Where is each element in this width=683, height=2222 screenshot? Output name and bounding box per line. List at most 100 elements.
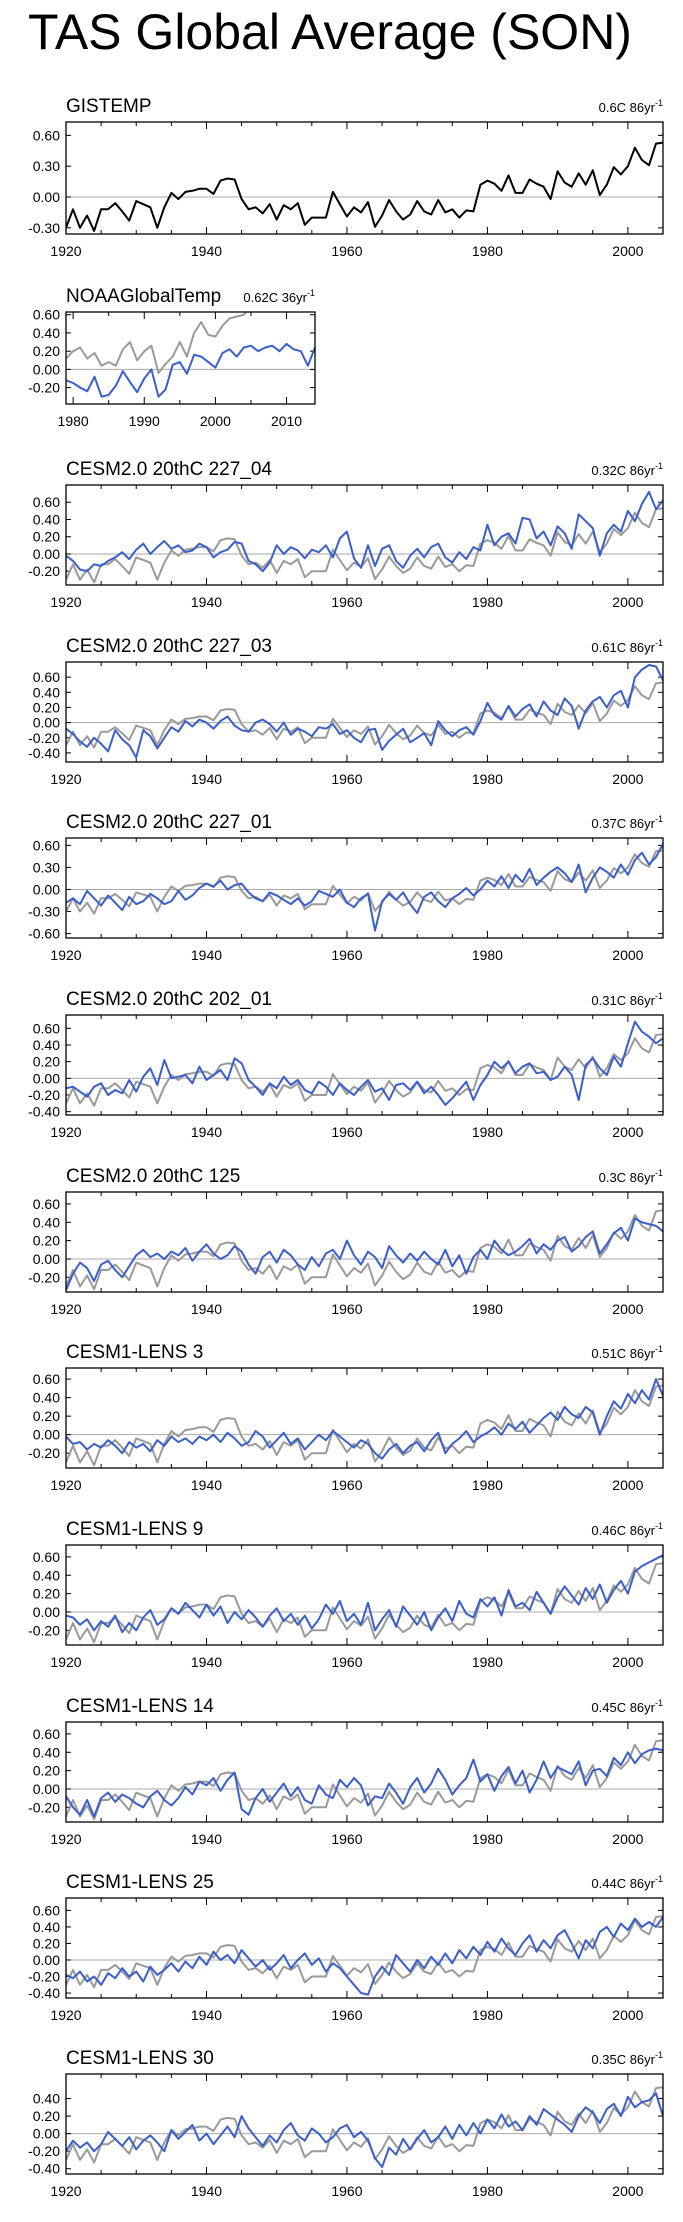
series-line-gistemp [66,848,663,915]
x-tick-label: 1940 [191,243,222,259]
x-tick-label: 1980 [58,413,89,429]
y-tick-label: 0.00 [33,2126,60,2142]
y-tick-label: 0.60 [33,127,60,143]
plot-frame [65,121,664,235]
series-line-gistemp [66,1914,663,1989]
x-tick-label: 1960 [331,1477,362,1493]
plot-frame [65,1721,664,1823]
series-line-gistemp [66,312,248,374]
panel-cesm2-0-20thc-227-03: CESM2.0 20thC 227_03 0.61C 86yr-1 0.600.40… [28,636,664,787]
x-tick-label: 1940 [191,1831,222,1847]
x-tick-label: 2000 [200,413,231,429]
plot-frame [65,484,664,586]
y-tick-label: -0.20 [28,1087,60,1103]
y-tick-label: 0.60 [33,494,60,510]
panel-title: CESM1-LENS 25 [66,1872,214,1893]
trend-label: 0.37C 86yr-1 [591,814,663,831]
panel-title: CESM1-LENS 30 [66,2048,214,2069]
x-tick-label: 1980 [472,947,503,963]
panel-noaaglobaltemp: NOAAGlobalTemp 0.62C 36yr-1 0.60 0.40 0.20 0.… [28,286,316,429]
x-tick-label: 1960 [331,947,362,963]
x-tick-label: 1960 [331,2007,362,2023]
y-tick-label: -0.20 [28,1799,60,1815]
y-tick-label: -0.20 [28,2143,60,2159]
x-tick-label: 2000 [612,594,643,610]
x-tick-label: 2000 [612,771,643,787]
x-tick-label: 2000 [612,1477,643,1493]
x-tick-label: 1920 [50,1124,81,1140]
x-tick-label: 1940 [191,1124,222,1140]
x-tick-label: 1920 [50,243,81,259]
y-tick-label: 0.00 [33,715,60,731]
series-line-gistemp [66,1383,663,1467]
panel-title: CESM2.0 20thC 227_01 [66,812,272,833]
y-tick-label: 0.20 [33,699,60,715]
x-tick-label: 2000 [612,1124,643,1140]
panel-cesm1-lens-30: CESM1-LENS 30 0.35C 86yr-10.400.200.00-0.… [28,2048,664,2199]
x-tick-label: 2010 [271,413,302,429]
plot-frame [65,1544,664,1646]
x-tick-label: 1980 [472,771,503,787]
y-tick-label: 0.00 [33,1604,60,1620]
x-tick-label: 1980 [472,1301,503,1317]
x-tick-label: 1980 [472,1477,503,1493]
trend-label: 0.61C 86yr-1 [591,638,663,655]
series-line-lens-25 [66,1916,663,1996]
series-line-gistemp [66,1561,663,1644]
x-tick-label: 1960 [331,1654,362,1670]
panel-cesm2-0-20thc-227-04: CESM2.0 20thC 227_04 0.32C 86yr-1 0.600.40… [28,459,664,610]
y-tick-label: 0.00 [33,546,60,562]
x-tick-label: 2000 [612,1301,643,1317]
y-tick-label: -0.30 [28,904,60,920]
series-line-noaaglobaltemp [66,342,315,398]
x-tick-label: 1960 [331,594,362,610]
y-tick-label: 0.40 [33,2091,60,2107]
trend-label: 0.46C 86yr-1 [591,1521,663,1538]
y-tick-label: 0.60 [33,1371,60,1387]
y-tick-label: 0.60 [33,669,60,685]
x-tick-label: 1960 [331,1301,362,1317]
y-tick-label: 0.40 [33,1744,60,1760]
x-tick-label: 1920 [50,1654,81,1670]
panel-title: CESM2.0 20thC 227_04 [66,459,272,480]
series-line-gistemp [66,1738,663,1821]
y-tick-label: 0.40 [33,1567,60,1583]
y-tick-label: 0.40 [33,684,60,700]
x-tick-label: 1940 [191,947,222,963]
x-tick-label: 1920 [50,594,81,610]
x-tick-label: 1920 [50,1301,81,1317]
y-tick-label: 0.00 [33,881,60,897]
x-tick-label: 1940 [191,1654,222,1670]
page-title: TAS Global Average (SON) [28,4,632,60]
x-tick-label: 2000 [612,2007,643,2023]
y-tick-label: 0.00 [33,1427,60,1443]
y-tick-label: 0.30 [33,859,60,875]
y-tick-label: -0.20 [28,380,60,396]
x-tick-label: 1960 [331,2183,362,2199]
series-line-gistemp [66,1032,663,1107]
panel-title: CESM1-LENS 3 [66,1342,203,1363]
panel-title: CESM2.0 20thC 202_01 [66,989,272,1010]
x-tick-label: 1960 [331,1831,362,1847]
x-tick-label: 2000 [612,1654,643,1670]
x-tick-label: 1980 [472,1831,503,1847]
x-tick-label: 1920 [50,771,81,787]
series-line-lens-14 [66,1747,663,1818]
panel-gistemp: GISTEMP 0.6C 86yr-1 0.60 0.30 0.00 -0.30 1920 1… [28,96,664,259]
y-tick-label: 0.60 [33,1549,60,1565]
y-tick-label: -0.60 [28,926,60,942]
y-tick-label: 0.00 [33,361,60,377]
y-tick-label: 0.20 [33,343,60,359]
series-line-gistemp [66,1208,663,1291]
plot-frame [65,661,664,763]
plot-frame [65,311,316,405]
series-line-gistemp [66,680,663,749]
x-tick-label: 1940 [191,594,222,610]
x-tick-label: 1920 [50,2183,81,2199]
y-tick-label: 0.40 [33,1919,60,1935]
trend-label: 0.35C 86yr-1 [591,2050,663,2067]
x-tick-label: 1980 [472,1654,503,1670]
y-tick-label: -0.20 [28,1445,60,1461]
x-tick-label: 1980 [472,2183,503,2199]
